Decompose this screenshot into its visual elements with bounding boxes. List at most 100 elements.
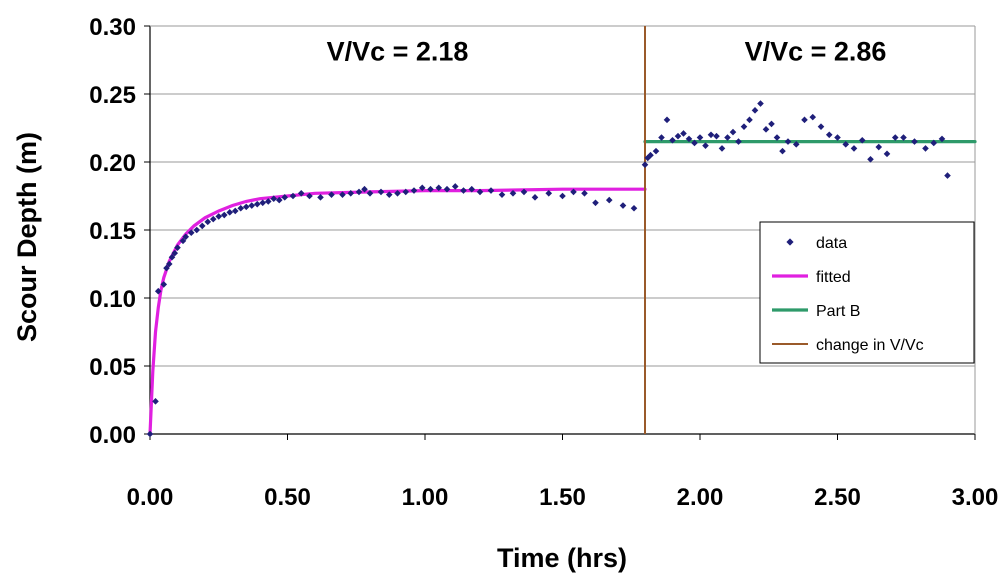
data-point	[154, 287, 162, 295]
data-point	[146, 430, 154, 438]
x-tick-label: 3.00	[952, 484, 999, 511]
y-tick-label: 0.10	[89, 286, 136, 313]
data-point	[674, 132, 682, 140]
x-tick-label: 0.50	[264, 484, 311, 511]
data-point	[746, 116, 753, 124]
y-tick-label: 0.20	[89, 150, 136, 177]
x-tick-label: 1.50	[539, 484, 586, 511]
y-tick-label: 0.15	[89, 218, 136, 245]
data-point	[834, 134, 841, 141]
data-point	[740, 123, 748, 130]
data-point	[773, 134, 781, 141]
data-point	[182, 233, 190, 241]
data-point	[641, 161, 649, 169]
data-point	[220, 211, 228, 219]
data-point	[355, 188, 363, 196]
data-point	[317, 194, 324, 201]
data-point	[163, 264, 170, 272]
data-point	[784, 138, 792, 145]
ratio-annotation: V/Vc = 2.18	[327, 36, 469, 66]
data-point	[487, 187, 495, 194]
data-point	[900, 134, 907, 141]
data-point	[394, 189, 401, 197]
data-point	[938, 135, 946, 143]
data-point	[875, 143, 883, 151]
data-point	[242, 203, 250, 211]
x-tick-label: 1.00	[402, 484, 449, 511]
data-point	[630, 204, 638, 212]
data-point	[297, 189, 305, 197]
legend-box	[759, 221, 975, 364]
legend-label: change in V/Vc	[816, 337, 924, 354]
data-point	[270, 195, 278, 203]
data-point	[204, 218, 212, 226]
data-point	[451, 183, 459, 190]
data-point	[680, 130, 687, 137]
data-point	[179, 237, 187, 245]
data-point	[707, 131, 715, 139]
data-point	[713, 132, 720, 140]
data-point	[264, 198, 272, 205]
data-point	[570, 188, 577, 196]
x-tick-label: 0.00	[127, 484, 174, 511]
data-point	[339, 191, 346, 198]
data-point	[289, 192, 297, 200]
data-point	[801, 116, 808, 124]
data-point	[152, 398, 159, 405]
data-point	[160, 281, 168, 288]
fitted-curve	[148, 187, 647, 436]
legend-entry: data	[786, 235, 847, 252]
x-axis-title: Time (hrs)	[497, 543, 627, 573]
data-point	[592, 199, 599, 207]
data-point	[259, 199, 267, 207]
ratio-annotation: V/Vc = 2.86	[745, 36, 887, 66]
data-point	[669, 136, 676, 144]
data-point	[702, 142, 709, 149]
data-point	[911, 138, 918, 145]
data-point	[226, 209, 234, 216]
data-point	[891, 134, 899, 141]
data-point	[652, 147, 660, 155]
data-point	[930, 139, 938, 147]
y-tick-label: 0.05	[89, 354, 136, 381]
data-point	[168, 253, 176, 261]
data-point	[817, 123, 825, 130]
data-point	[842, 141, 850, 148]
data-point	[275, 196, 283, 204]
data-point	[944, 172, 951, 179]
legend-label: fitted	[816, 269, 851, 286]
data-point	[361, 185, 368, 193]
data-point	[209, 215, 217, 223]
legend-entry: change in V/Vc	[772, 337, 924, 354]
data-point	[729, 128, 737, 136]
data-point	[347, 189, 355, 197]
data-point	[779, 147, 786, 155]
data-point	[658, 134, 665, 141]
data-point	[377, 188, 385, 196]
data-point	[581, 189, 588, 197]
y-tick-label: 0.30	[89, 14, 136, 41]
data-point	[850, 145, 858, 152]
data-point	[883, 150, 891, 158]
data-point	[867, 155, 874, 163]
data-point	[735, 138, 742, 145]
data-point	[663, 116, 671, 124]
data-point	[215, 213, 223, 220]
data-point	[165, 260, 173, 268]
data-point	[385, 191, 393, 198]
data-point	[476, 188, 484, 196]
data-point	[187, 229, 195, 237]
data-point	[460, 187, 467, 194]
annotations: V/Vc = 2.18 V/Vc = 2.86	[327, 36, 887, 66]
legend: data fitted Part B change in V/Vc	[759, 221, 975, 364]
data-point	[545, 189, 553, 197]
data-point	[174, 244, 181, 251]
data-point	[792, 141, 800, 148]
data-point	[520, 188, 528, 196]
x-tick-label: 2.00	[677, 484, 724, 511]
data-point	[281, 194, 289, 201]
data-point	[809, 113, 817, 121]
y-tick-label: 0.00	[89, 422, 136, 449]
legend-label: Part B	[816, 303, 860, 320]
data-point	[402, 188, 410, 196]
